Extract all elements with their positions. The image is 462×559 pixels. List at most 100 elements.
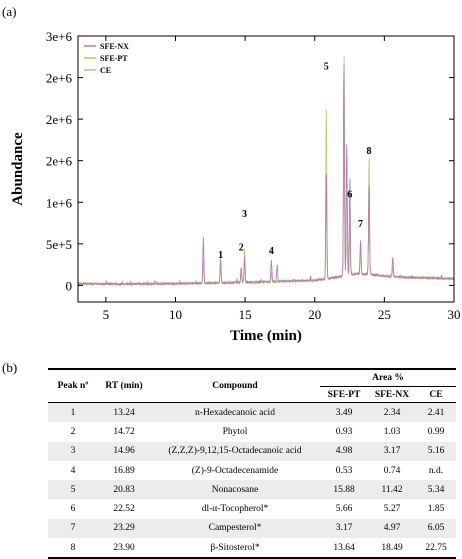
cell-sfe-pt: 0.93 (335, 426, 353, 437)
cell-rt: 13.24 (98, 402, 150, 423)
cell-sfe-pt: 3.17 (320, 518, 368, 539)
table-row: 5 20.83 Nonacosane 15.88 11.42 5.34 (48, 480, 456, 500)
cell-rt: 20.83 (98, 480, 150, 500)
peak-label: 1 (218, 250, 223, 261)
cell-rt: 23.90 (98, 538, 150, 559)
cell-ce: 0.99 (427, 426, 445, 437)
cell-sfe-pt: 3.49 (320, 402, 368, 423)
x-tick-label: 10 (169, 307, 182, 322)
peak-label: 4 (269, 246, 274, 257)
y-axis-title: Abundance (10, 132, 26, 206)
cell-sfe-nx: 0.74 (383, 465, 401, 476)
header-compound: Compound (150, 368, 320, 403)
cell-ce: 2.41 (416, 402, 456, 423)
y-tick-label: 2e+6 (46, 112, 73, 127)
peak-label: 8 (367, 146, 372, 157)
legend: SFE-NX SFE-PT CE (84, 42, 129, 75)
cell-compound: dl-α-Tocopherol* (201, 504, 269, 515)
cell-compound: β-Sitosterol* (150, 538, 320, 559)
peak-label: 2 (239, 242, 244, 253)
y-tick-label: 1e+6 (46, 195, 73, 210)
cell-peak: 4 (70, 465, 76, 476)
traces-layer (77, 55, 455, 287)
x-tick-label: 5 (103, 307, 110, 322)
axes-layer: 5 10 15 20 25 3005e+51e+62e+62e+62e+63e+6Time… (10, 29, 461, 344)
cell-ce: 22.75 (416, 538, 456, 559)
peak-label: 3 (242, 209, 247, 220)
cell-sfe-pt: 13.64 (320, 538, 368, 559)
compound-table: Peak nº RT (min) Compound Area % SFE-PT … (48, 368, 456, 559)
x-tick-label: 30 (448, 307, 461, 322)
cell-peak: 1 (48, 402, 98, 423)
table-row: 6 22.52 dl-α-Tocopherol* 5.66 5.27 1.85 (48, 499, 456, 518)
legend-entry: SFE-PT (100, 54, 128, 63)
table-row: 1 13.24 n-Hexadecanoic acid 3.49 2.34 2.41 (48, 402, 456, 423)
x-tick-label: 20 (308, 307, 321, 322)
y-tick-label: 5e+5 (46, 237, 72, 252)
cell-compound: (Z,Z,Z)-9,12,15-Octadecanoic acid (150, 441, 320, 461)
peak-label: 5 (324, 61, 329, 72)
cell-sfe-nx: 5.27 (383, 504, 401, 515)
x-tick-label: 15 (239, 307, 252, 322)
cell-compound: n-Hexadecanoic acid (150, 402, 320, 423)
cell-compound: Nonacosane (150, 480, 320, 500)
cell-rt: 14.72 (113, 426, 135, 437)
cell-peak: 7 (48, 518, 98, 539)
trace-sfe-pt (77, 88, 455, 287)
peak-label: 7 (358, 219, 363, 230)
table-row: 3 14.96 (Z,Z,Z)-9,12,15-Octadecanoic acid 4… (48, 441, 456, 461)
legend-entry: SFE-NX (100, 42, 129, 51)
cell-ce: n.d. (428, 465, 444, 476)
y-tick-label: 2e+6 (46, 71, 73, 86)
cell-rt: 14.96 (98, 441, 150, 461)
trace-ce (77, 55, 454, 287)
table-row: 4 16.89 (Z)-9-Octadecenamide 0.53 0.74 n.d. (48, 461, 456, 480)
y-tick-label: 2e+6 (46, 154, 73, 169)
plot-frame (77, 35, 455, 303)
cell-peak: 6 (70, 504, 76, 515)
cell-rt: 22.52 (113, 504, 135, 515)
cell-compound: Campesterol* (150, 518, 320, 539)
cell-rt: 23.29 (98, 518, 150, 539)
cell-compound: (Z)-9-Octadecenamide (191, 465, 279, 476)
panel-a-label: (a) (2, 4, 17, 19)
table-row: 8 23.90 β-Sitosterol* 13.64 18.49 22.75 (48, 538, 456, 559)
cell-sfe-nx: 18.49 (368, 538, 416, 559)
legend-entry: CE (100, 66, 111, 75)
peak-label: 6 (347, 189, 352, 200)
y-tick-label: 3e+6 (46, 29, 73, 44)
cell-compound: Phytol (222, 426, 248, 437)
cell-sfe-pt: 5.66 (335, 504, 353, 515)
cell-sfe-pt: 15.88 (320, 480, 368, 500)
cell-peak: 2 (70, 426, 76, 437)
header-rt: RT (min) (98, 368, 150, 403)
header-sfe-pt: SFE-PT (320, 386, 368, 403)
cell-sfe-nx: 11.42 (368, 480, 416, 500)
panel-b-label: (b) (2, 360, 18, 375)
x-tick-label: 25 (378, 307, 391, 322)
cell-peak: 5 (48, 480, 98, 500)
cell-ce: 5.34 (416, 480, 456, 500)
cell-ce: 1.85 (427, 504, 445, 515)
x-axis-title: Time (min) (230, 328, 302, 344)
cell-sfe-nx: 3.17 (368, 441, 416, 461)
header-area: Area % (320, 368, 456, 387)
cell-ce: 5.16 (416, 441, 456, 461)
cell-rt: 16.89 (113, 465, 135, 476)
chromatogram-chart: 5 10 15 20 25 3005e+51e+62e+62e+62e+63e+6Time… (10, 29, 461, 344)
table-row: 7 23.29 Campesterol* 3.17 4.97 6.05 (48, 518, 456, 539)
y-tick-label: 0 (66, 278, 73, 293)
cell-sfe-pt: 4.98 (320, 441, 368, 461)
header-sfe-nx: SFE-NX (368, 386, 416, 403)
cell-sfe-nx: 2.34 (368, 402, 416, 423)
cell-ce: 6.05 (416, 518, 456, 539)
trace-sfe-nx (77, 64, 454, 287)
cell-sfe-nx: 1.03 (383, 426, 401, 437)
header-peak: Peak nº (48, 368, 98, 403)
compound-table-container: Peak nº RT (min) Compound Area % SFE-PT … (48, 368, 456, 559)
table-row: 2 14.72 Phytol 0.93 1.03 0.99 (48, 422, 456, 441)
labels-layer: 1 2 3 4 5 6 7 8 (218, 61, 371, 261)
cell-peak: 8 (48, 538, 98, 559)
header-ce: CE (416, 386, 456, 403)
cell-peak: 3 (48, 441, 98, 461)
